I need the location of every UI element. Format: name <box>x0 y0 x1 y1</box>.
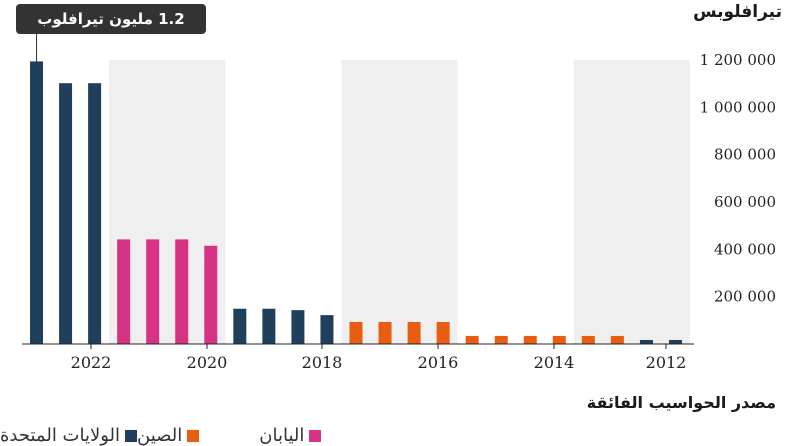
bar-13 <box>407 321 421 344</box>
bar-17 <box>523 335 537 344</box>
bar-1 <box>59 83 73 345</box>
y-tick-label-4: 400 000 <box>714 240 776 258</box>
y-tick-label-1: 1 000 000 <box>700 98 776 116</box>
y-tick-label-2: 800 000 <box>714 146 776 164</box>
bar-3 <box>117 239 131 344</box>
x-tick-label-5: 2012 <box>646 353 687 372</box>
background-band-1 <box>341 60 458 344</box>
bar-8 <box>262 308 276 344</box>
y-axis-label: تيرافلوبس <box>693 2 782 22</box>
legend-label-2: اليابان <box>259 425 305 446</box>
bar-22 <box>668 339 682 344</box>
legend: الولايات المتحدة الصين اليابان <box>0 425 766 446</box>
background-band-2 <box>573 60 690 344</box>
legend-swatch-1 <box>187 429 200 442</box>
x-tick-label-3: 2016 <box>418 353 459 372</box>
bar-9 <box>291 310 305 344</box>
bar-21 <box>639 339 653 344</box>
y-tick-label-0: 1 200 000 <box>700 51 776 69</box>
legend-item-1: الصين <box>137 425 200 446</box>
bar-20 <box>610 335 624 344</box>
bar-14 <box>436 321 450 344</box>
legend-title: مصدر الحواسيب الفائقة <box>586 393 776 412</box>
x-tick-label-0: 2022 <box>71 353 112 372</box>
bar-18 <box>552 335 566 344</box>
legend-item-0: الولايات المتحدة <box>0 425 138 446</box>
y-tick-label-5: 200 000 <box>714 288 776 306</box>
bar-19 <box>581 335 595 344</box>
bar-11 <box>349 321 363 344</box>
legend-label-0: الولايات المتحدة <box>0 425 121 446</box>
bar-chart: 1 200 000 1 000 000 800 000 600 000 400 000 2… <box>22 34 776 372</box>
bar-0 <box>30 61 44 345</box>
legend-label-1: الصين <box>137 425 183 446</box>
bar-12 <box>378 321 392 344</box>
x-tick-label-4: 2014 <box>534 353 575 372</box>
bar-10 <box>320 315 334 344</box>
bar-16 <box>494 335 508 344</box>
peak-callout: 1.2 مليون تيرافلوب <box>16 4 206 34</box>
bar-15 <box>465 335 479 344</box>
bar-2 <box>88 83 102 345</box>
bar-5 <box>175 239 189 344</box>
bar-7 <box>233 308 247 344</box>
legend-swatch-2 <box>309 429 322 442</box>
y-tick-label-3: 600 000 <box>714 193 776 211</box>
legend-swatch-0 <box>125 429 138 442</box>
bar-4 <box>146 239 160 344</box>
bar-6 <box>204 245 218 344</box>
x-tick-label-1: 2020 <box>187 353 228 372</box>
legend-item-2: اليابان <box>259 425 322 446</box>
x-tick-label-2: 2018 <box>302 353 343 372</box>
